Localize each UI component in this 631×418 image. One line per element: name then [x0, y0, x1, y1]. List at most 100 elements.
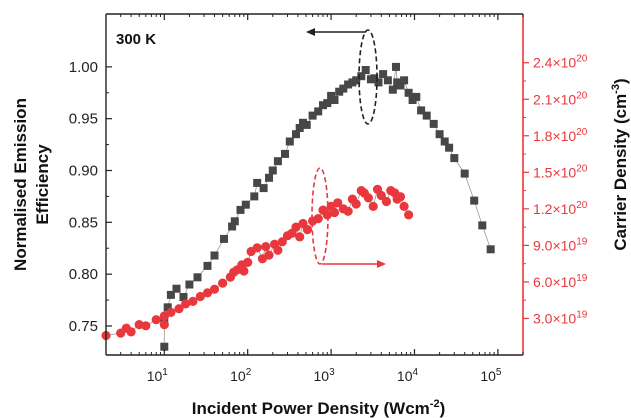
efficiency-data-point: [179, 293, 188, 301]
efficiency-data-point: [335, 87, 344, 96]
carrier-density-data-point: [291, 222, 301, 232]
efficiency-data-point: [210, 251, 219, 260]
carrier-density-data-point: [329, 207, 340, 218]
carrier-density-data-point: [188, 296, 198, 306]
y-right-tick-label: 1.2×1020: [533, 200, 588, 217]
efficiency-data-point: [273, 157, 282, 166]
efficiency-data-point: [302, 120, 311, 129]
efficiency-data-point: [374, 78, 383, 87]
carrier-density-data-point: [239, 266, 249, 276]
efficiency-data-point: [253, 178, 262, 187]
carrier-density-data-point: [399, 201, 409, 211]
efficiency-data-point: [308, 111, 317, 120]
efficiency-data-point: [361, 66, 370, 74]
carrier-density-data-point: [151, 315, 161, 325]
efficiency-data-point: [392, 62, 400, 71]
carrier-density-data-point: [302, 225, 312, 235]
x-tick-label: 105: [480, 367, 502, 384]
efficiency-data-point: [478, 221, 487, 230]
efficiency-data-point: [470, 196, 479, 205]
efficiency-data-point: [185, 280, 194, 289]
carrier-density-data-point: [343, 206, 353, 216]
carrier-density-data-point: [141, 321, 151, 331]
efficiency-data-point: [486, 245, 495, 254]
efficiency-data-point: [440, 137, 449, 146]
y-left-tick-label: 0.90: [69, 163, 98, 180]
black-arrow-head: [306, 28, 315, 36]
x-tick-label: 104: [397, 367, 419, 384]
carrier-density-data-point: [376, 190, 386, 201]
carrier-density-data-point: [351, 199, 361, 209]
carrier-density-data-point: [261, 242, 271, 252]
red-arrow-head: [377, 260, 386, 268]
efficiency-data-point: [172, 284, 181, 293]
efficiency-data-point: [435, 130, 444, 139]
efficiency-data-point: [230, 217, 239, 226]
carrier-density-data-point: [252, 243, 262, 253]
efficiency-data-point: [250, 192, 259, 201]
efficiency-data-point: [228, 222, 237, 231]
efficiency-data-point: [357, 72, 366, 81]
carrier-density-data-point: [273, 245, 283, 255]
efficiency-data-point: [339, 84, 348, 93]
carrier-density-data-point: [381, 196, 391, 207]
carrier-density-data-point: [277, 237, 287, 247]
efficiency-data-point: [295, 124, 304, 132]
carrier-density-data-point: [166, 307, 176, 317]
efficiency-data-point: [383, 76, 392, 85]
efficiency-data-point: [236, 205, 245, 214]
carrier-density-data-point: [395, 192, 406, 202]
efficiency-data-point: [379, 70, 388, 79]
efficiency-data-point: [450, 154, 459, 163]
efficiency-data-point: [404, 88, 413, 97]
carrier-density-data-point: [159, 320, 169, 330]
efficiency-data-point: [265, 173, 273, 182]
x-tick-label: 101: [147, 367, 169, 384]
black-series-indicator-ellipse: [358, 29, 378, 125]
carrier-density-data-point: [174, 304, 184, 314]
y-right-tick-label: 3.0×1019: [533, 309, 588, 326]
y-right-tick-label: 2.4×1020: [533, 54, 588, 71]
red-series-indicator-ellipse: [311, 167, 329, 265]
efficiency-data-point: [220, 234, 228, 243]
y-left-axis-title-line2: Efficiency: [33, 144, 52, 225]
efficiency-data-point: [429, 119, 438, 128]
carrier-density-data-point: [126, 327, 136, 337]
efficiency-data-point: [319, 101, 327, 110]
y-right-tick-label: 2.1×1020: [533, 90, 588, 107]
efficiency-data-point: [166, 290, 175, 299]
y-left-tick-label: 0.85: [69, 214, 98, 231]
carrier-density-data-point: [181, 299, 191, 309]
carrier-density-data-point: [295, 232, 305, 242]
efficiency-data-point: [160, 342, 169, 351]
efficiency-data-point: [259, 184, 268, 193]
y-right-tick-label: 6.0×1019: [533, 273, 588, 290]
carrier-density-data-point: [209, 284, 220, 294]
efficiency-data-point: [193, 273, 202, 282]
y-right-tick-label: 1.5×1020: [533, 163, 588, 180]
carrier-density-data-point: [195, 291, 205, 302]
y-left-tick-label: 0.75: [69, 318, 98, 335]
efficiency-data-point: [422, 111, 431, 120]
carrier-density-connector-line: [105, 188, 409, 336]
efficiency-data-point: [292, 130, 300, 139]
y-left-axis-title-line1: Normalised Emission: [11, 98, 30, 271]
carrier-density-data-point: [322, 210, 332, 220]
x-tick-label: 102: [230, 367, 252, 384]
efficiency-data-point: [417, 106, 426, 115]
carrier-density-data-point: [202, 288, 213, 298]
efficiency-data-point: [327, 91, 336, 100]
efficiency-data-point: [412, 92, 421, 101]
efficiency-data-point: [268, 166, 277, 175]
y-left-tick-label: 0.80: [69, 266, 98, 283]
carrier-density-data-point: [368, 201, 378, 211]
efficiency-data-point: [163, 303, 172, 312]
x-axis-title: Incident Power Density (Wcm-2): [192, 398, 446, 418]
efficiency-data-point: [352, 76, 361, 85]
efficiency-data-point: [445, 143, 454, 152]
efficiency-data-point: [344, 80, 353, 89]
temperature-annotation: 300 K: [116, 31, 156, 48]
efficiency-data-point: [400, 76, 409, 85]
efficiency-data-point: [314, 107, 323, 116]
